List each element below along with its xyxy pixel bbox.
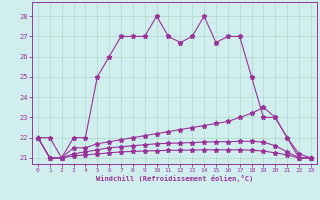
X-axis label: Windchill (Refroidissement éolien,°C): Windchill (Refroidissement éolien,°C) bbox=[96, 175, 253, 182]
